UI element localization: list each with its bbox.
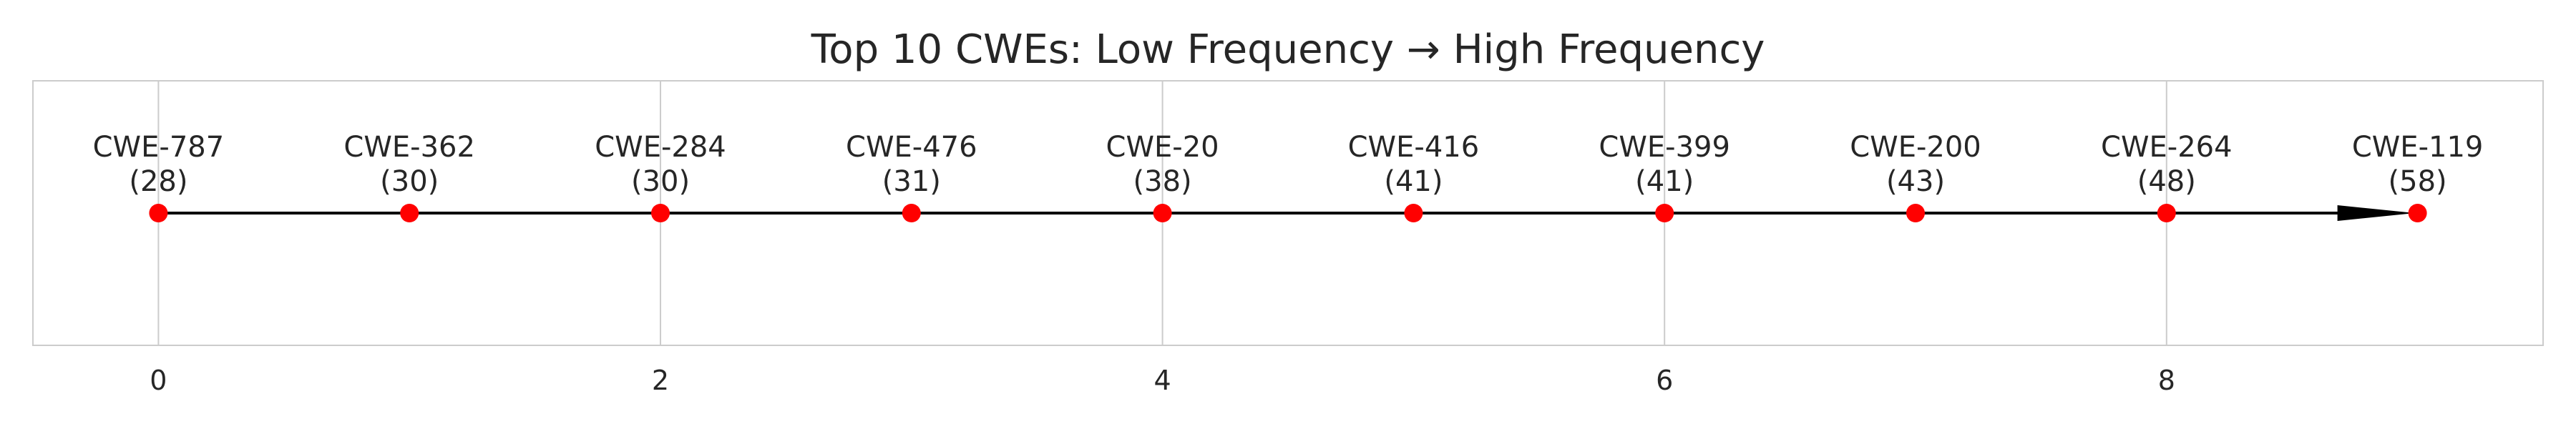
cwe-name-label: CWE-476	[846, 131, 977, 164]
cwe-name-label: CWE-284	[595, 131, 726, 164]
cwe-name-label: CWE-264	[2101, 131, 2233, 164]
x-tick-label: 6	[1656, 365, 1673, 396]
ticks-layer: 0 2 4 6 8	[150, 365, 2175, 396]
cwe-name-label: CWE-20	[1106, 131, 1219, 164]
cwe-name-label: CWE-416	[1348, 131, 1480, 164]
data-point	[1404, 204, 1423, 222]
cwe-name-label: CWE-200	[1850, 131, 1981, 164]
cwe-count-label: (41)	[1384, 165, 1443, 198]
data-point	[2157, 204, 2176, 222]
labels-layer: CWE-787(28)CWE-362(30)CWE-284(30)CWE-476…	[93, 131, 2484, 198]
x-tick-label: 0	[150, 365, 167, 396]
cwe-count-label: (58)	[2389, 165, 2447, 198]
data-point	[1655, 204, 1674, 222]
cwe-name-label: CWE-119	[2352, 131, 2484, 164]
cwe-count-label: (43)	[1886, 165, 1945, 198]
cwe-name-label: CWE-362	[343, 131, 475, 164]
data-point	[2408, 204, 2427, 222]
line-layer	[158, 205, 2415, 221]
cwe-count-label: (28)	[129, 165, 187, 198]
cwe-count-label: (31)	[882, 165, 941, 198]
cwe-count-label: (30)	[631, 165, 690, 198]
cwe-count-label: (30)	[380, 165, 439, 198]
data-point	[149, 204, 168, 222]
cwe-count-label: (38)	[1133, 165, 1192, 198]
x-tick-label: 2	[652, 365, 669, 396]
data-point	[1153, 204, 1172, 222]
chart-title: Top 10 CWEs: Low Frequency → High Freque…	[811, 26, 1765, 73]
data-point	[400, 204, 419, 222]
x-tick-label: 4	[1154, 365, 1171, 396]
cwe-name-label: CWE-787	[93, 131, 225, 164]
plot-frame	[32, 80, 2544, 346]
x-tick-label: 8	[2158, 365, 2175, 396]
cwe-name-label: CWE-399	[1599, 131, 1730, 164]
data-point	[651, 204, 670, 222]
data-point	[1906, 204, 1925, 222]
data-point	[902, 204, 921, 222]
arrow-head	[2337, 205, 2415, 221]
cwe-count-label: (41)	[1635, 165, 1694, 198]
points-layer	[149, 204, 2427, 222]
cwe-count-label: (48)	[2137, 165, 2196, 198]
